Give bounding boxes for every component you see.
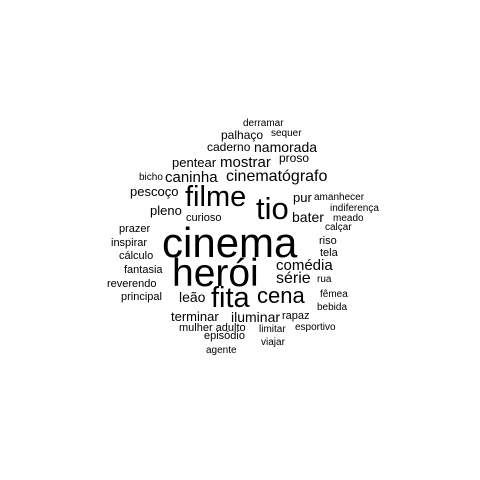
word-mostrar: mostrar: [220, 154, 271, 171]
word-palhaco: palhaço: [221, 128, 264, 142]
word-caninha: caninha: [165, 169, 218, 186]
word-bater: bater: [292, 209, 324, 225]
word-mulher-adulto: mulher adulto: [179, 322, 246, 334]
word-limitar: limitar: [259, 324, 286, 335]
word-bicho: bicho: [139, 172, 163, 183]
word-leao: leão: [179, 289, 206, 305]
word-namorada: namorada: [254, 139, 318, 155]
word-episodio: episódio: [204, 330, 245, 342]
word-fantasia: fantasia: [124, 264, 163, 276]
word-amanhecer: amanhecer: [314, 192, 365, 203]
word-agente: agente: [206, 345, 237, 356]
word-calcar: calçar: [325, 222, 352, 233]
word-riso: riso: [319, 235, 337, 247]
word-pleno: pleno: [150, 203, 182, 218]
word-cinematografo: cinematógrafo: [226, 168, 328, 185]
word-calculo: cálculo: [119, 250, 154, 262]
word-serie: série: [276, 270, 311, 287]
word-rua: rua: [317, 274, 332, 285]
word-proso: proso: [279, 151, 310, 165]
word-rapaz: rapaz: [282, 310, 310, 322]
word-tela: tela: [320, 247, 338, 259]
word-tio: tio: [256, 191, 289, 226]
word-fita: fita: [211, 282, 250, 314]
word-comedia: comédia: [276, 257, 333, 274]
word-femea: fêmea: [320, 289, 348, 300]
word-derramar: derramar: [243, 118, 284, 129]
word-pentear: pentear: [172, 155, 217, 170]
word-principal: principal: [121, 291, 162, 303]
word-pur: pur: [293, 190, 312, 205]
word-cena: cena: [257, 283, 305, 308]
word-caderno: caderno: [207, 140, 251, 154]
word-meado: meado: [333, 213, 364, 224]
word-cinema: cinema: [162, 219, 298, 266]
word-bebida: bebida: [317, 302, 348, 313]
word-terminar: terminar: [171, 309, 219, 324]
word-filme: filme: [185, 181, 247, 213]
word-sequer: sequer: [271, 128, 302, 139]
word-inspirar: inspirar: [111, 237, 148, 249]
word-curioso: curioso: [186, 212, 222, 224]
word-reverendo: reverendo: [107, 278, 157, 290]
word-viajar: viajar: [261, 337, 285, 348]
word-iluminar: iluminar: [231, 309, 281, 325]
word-indiferenca: indiferença: [330, 203, 379, 214]
word-heroi: herói: [172, 252, 259, 295]
word-pescoco: pescoço: [130, 184, 179, 199]
word-prazer: prazer: [119, 223, 151, 235]
word-esportivo: esportivo: [295, 322, 336, 333]
